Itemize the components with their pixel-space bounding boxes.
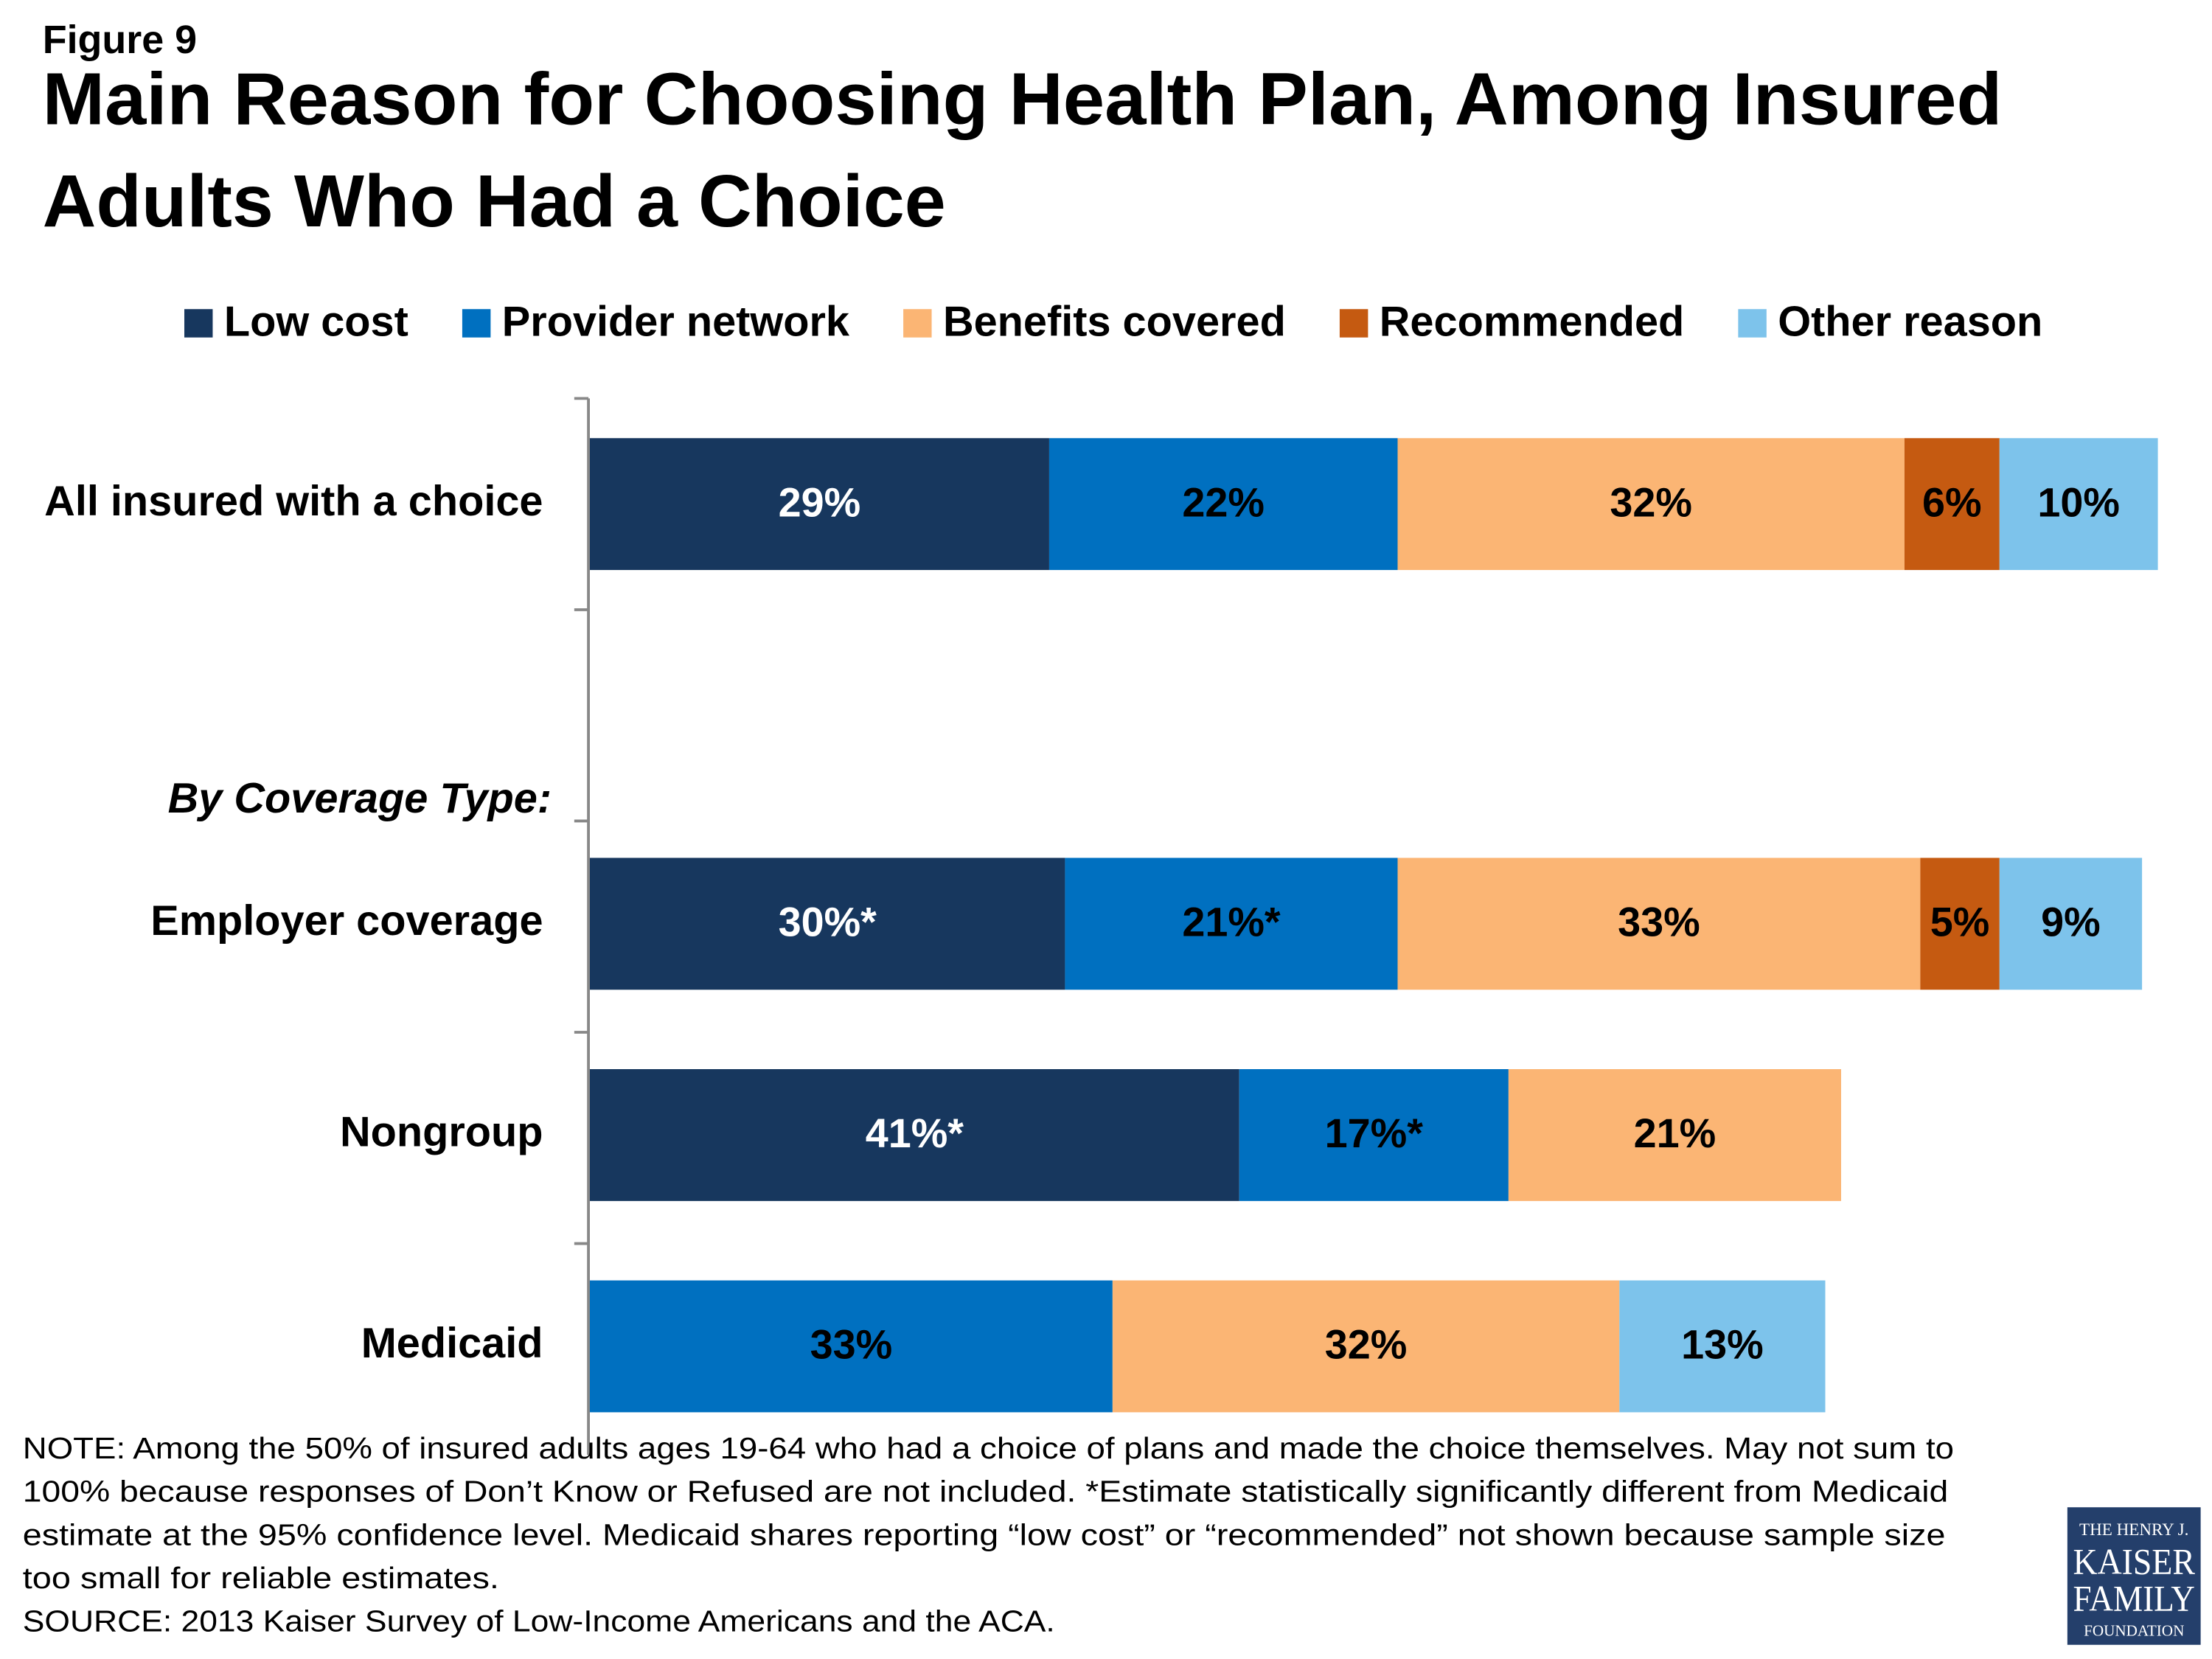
footnote: estimate at the 95% confidence level. Me…: [23, 1517, 1946, 1551]
legend-label: Recommended: [1380, 299, 1685, 346]
value-label: 21%*: [1182, 900, 1281, 945]
chart-title: Adults Who Had a Choice: [43, 160, 946, 243]
logo-box: [2067, 1507, 2201, 1645]
value-label: 41%*: [866, 1110, 964, 1156]
footnote: SOURCE: 2013 Kaiser Survey of Low-Income…: [23, 1604, 1055, 1638]
chart-title: Main Reason for Choosing Health Plan, Am…: [43, 58, 2003, 141]
value-label: 5%: [1930, 900, 1990, 945]
category-label: Employer coverage: [150, 897, 543, 945]
bar-segment: [1239, 1069, 1509, 1201]
value-label: 30%*: [779, 900, 877, 945]
bar-segment: [1112, 1280, 1620, 1413]
legend-swatch: [1738, 309, 1767, 338]
footnote: 100% because responses of Don’t Know or …: [23, 1475, 1949, 1509]
legend-label: Low cost: [224, 299, 408, 346]
legend-swatch: [184, 309, 213, 338]
logo-text: THE HENRY J.: [2079, 1520, 2188, 1539]
value-label: 9%: [2041, 900, 2101, 945]
bar-segment: [1999, 858, 2143, 990]
legend-label: Other reason: [1778, 299, 2042, 346]
category-label: All insured with a choice: [44, 478, 543, 525]
bar-segment: [1048, 438, 1398, 571]
bar-segment: [590, 438, 1049, 571]
logo-text: FOUNDATION: [2084, 1621, 2184, 1639]
bar-segment: [1397, 438, 1905, 571]
bar-segment: [1920, 858, 2000, 990]
legend-label: Benefits covered: [943, 299, 1286, 346]
footnote: NOTE: Among the 50% of insured adults ag…: [23, 1431, 1954, 1465]
legend-swatch: [903, 309, 932, 338]
value-label: 10%: [2037, 479, 2120, 525]
value-label: 17%*: [1325, 1110, 1424, 1156]
figure-label: Figure 9: [43, 18, 197, 62]
logo-text: KAISER: [2073, 1541, 2196, 1582]
value-label: 29%: [779, 479, 861, 525]
value-label: 21%: [1634, 1110, 1717, 1156]
legend-swatch: [1339, 309, 1368, 338]
value-label: 32%: [1610, 479, 1692, 525]
bar-segment: [590, 858, 1065, 990]
bar-segment: [1904, 438, 2000, 571]
category-label: Medicaid: [361, 1320, 543, 1367]
footnote: too small for reliable estimates.: [23, 1561, 499, 1595]
bar-segment: [1397, 858, 1921, 990]
value-label: 33%: [810, 1322, 893, 1368]
legend-swatch: [462, 309, 491, 338]
bar-segment: [1999, 438, 2158, 571]
bar-segment: [590, 1069, 1239, 1201]
value-label: 13%: [1681, 1322, 1764, 1368]
category-label: Nongroup: [340, 1109, 543, 1156]
logo: THE HENRY J. KAISER FAMILY FOUNDATION: [2073, 1520, 2196, 1639]
bar-segment: [1619, 1280, 1826, 1413]
bar-segment: [1508, 1069, 1841, 1201]
legend-label: Provider network: [502, 299, 850, 346]
logo-text: FAMILY: [2073, 1578, 2195, 1619]
value-label: 22%: [1182, 479, 1265, 525]
bar-segment: [590, 1280, 1113, 1413]
bar-segment: [1065, 858, 1398, 990]
value-label: 6%: [1922, 479, 1982, 525]
group-label: By Coverage Type:: [168, 775, 552, 822]
value-label: 33%: [1618, 900, 1700, 945]
value-label: 32%: [1325, 1322, 1408, 1368]
